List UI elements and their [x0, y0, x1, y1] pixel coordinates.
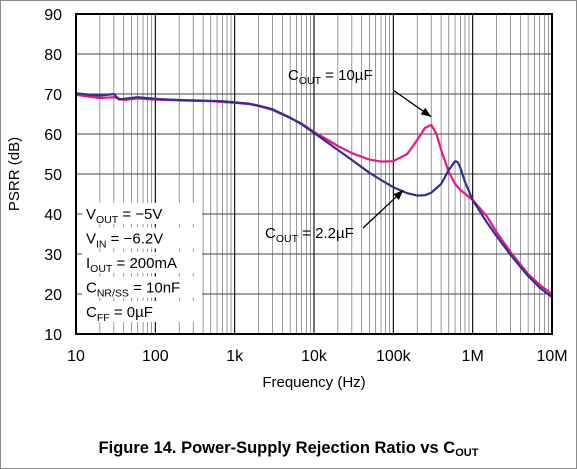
- condition-label: IOUT = 200mA: [86, 255, 177, 275]
- y-tick-label: 90: [44, 7, 62, 24]
- condition-background: [82, 203, 202, 224]
- figure-caption: Figure 14. Power-Supply Rejection Ratio …: [1, 439, 576, 459]
- condition-label: VOUT = −5V: [86, 206, 162, 226]
- series-line-cout-2p2uf: [75, 92, 553, 299]
- y-tick-label: 40: [44, 207, 62, 224]
- condition-label: CFF = 0µF: [86, 304, 153, 324]
- caption-subscript: OUT: [455, 447, 479, 459]
- x-tick-label: 100: [142, 348, 169, 365]
- condition-label: CNR/SS = 10nF: [86, 280, 180, 300]
- y-tick-label: 50: [44, 167, 62, 184]
- x-tick-label: 100k: [376, 348, 412, 365]
- annotation-arrow-head: [420, 107, 432, 117]
- x-tick-label: 10M: [536, 348, 567, 365]
- annotation-arrow-head: [393, 190, 404, 200]
- condition-background: [82, 301, 202, 322]
- x-tick-label: 10: [67, 348, 85, 365]
- y-tick-label: 20: [44, 287, 62, 304]
- x-tick-label: 1M: [462, 348, 484, 365]
- y-axis-label: PSRR (dB): [6, 137, 23, 211]
- condition-background: [82, 252, 202, 273]
- annotation-label: COUT = 2.2µF: [265, 225, 354, 245]
- condition-background: [82, 276, 202, 298]
- y-tick-label: 80: [44, 47, 62, 64]
- x-axis-label: Frequency (Hz): [262, 374, 365, 391]
- y-tick-label: 70: [44, 87, 62, 104]
- chart-svg: 10 20 30 40 50 60 70 80 90 10 100 1k 10k 100k 1M 10M CO…: [6, 7, 568, 391]
- y-tick-label: 30: [44, 247, 62, 264]
- condition-background: [82, 227, 202, 249]
- plot-frame: [75, 13, 553, 335]
- y-tick-label: 60: [44, 127, 62, 144]
- x-tick-label: 1k: [226, 348, 244, 365]
- caption-text: Figure 14. Power-Supply Rejection Ratio …: [98, 439, 456, 457]
- y-tick-label: 10: [44, 327, 62, 344]
- annotation-label: COUT = 10µF: [288, 67, 373, 87]
- x-tick-label: 10k: [301, 348, 328, 365]
- condition-label: VIN = −6.2V: [86, 231, 163, 251]
